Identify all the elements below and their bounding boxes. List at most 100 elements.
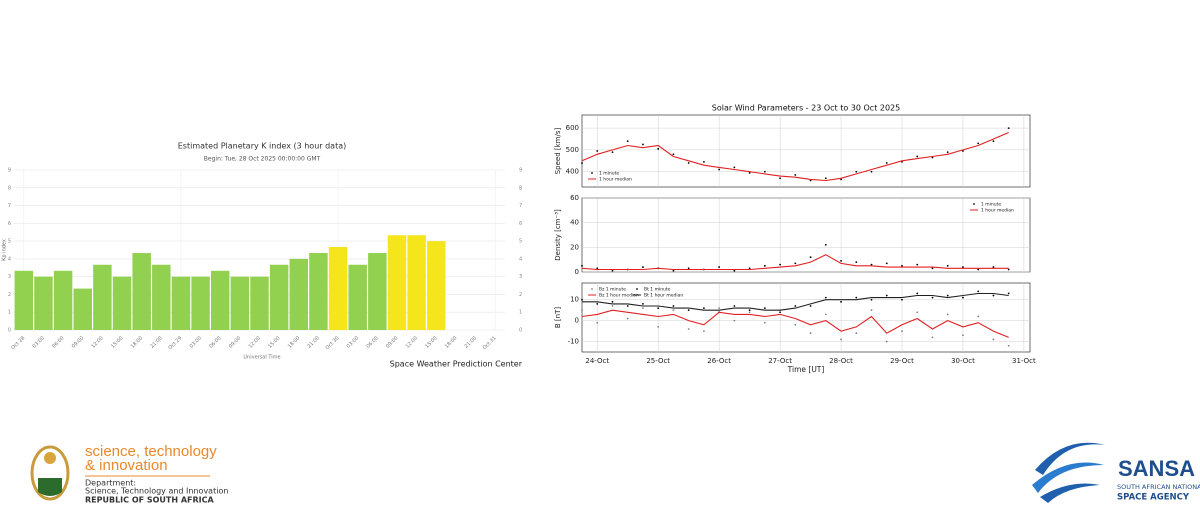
bar — [250, 276, 269, 330]
data-point — [992, 266, 995, 268]
bar — [93, 264, 112, 330]
bar — [328, 246, 348, 330]
series-line — [581, 254, 1009, 271]
data-point — [779, 177, 781, 180]
data-point — [977, 315, 980, 318]
data-point — [901, 330, 903, 332]
data-point — [748, 267, 751, 270]
y-tick-label: 2 — [519, 292, 522, 298]
series-line — [581, 131, 1009, 182]
data-point — [870, 170, 873, 173]
data-point — [733, 319, 736, 322]
data-point — [718, 266, 721, 268]
x-tick-label: 30-Oct — [951, 357, 975, 365]
bar — [112, 276, 132, 330]
data-point — [657, 307, 660, 309]
x-axis-label: Time [UT] — [787, 365, 825, 374]
data-point — [581, 309, 583, 312]
x-tick-label: 21:00 — [464, 335, 478, 349]
bar — [387, 235, 407, 330]
data-point — [855, 296, 858, 299]
y-tick-label: 0 — [575, 268, 579, 276]
sansa-logo: SANSA SOUTH AFRICAN NATIONAL SPACE AGENC… — [1032, 442, 1200, 503]
data-point — [992, 338, 995, 341]
data-point — [977, 268, 980, 271]
data-point — [916, 292, 919, 295]
x-tick-label: 15:00 — [267, 335, 281, 349]
bar — [73, 288, 92, 330]
data-point — [718, 307, 721, 309]
legend-label: Bt 1 minute — [644, 287, 671, 293]
x-tick-label: 27-Oct — [768, 357, 792, 365]
x-tick-label: 18:00 — [444, 335, 458, 349]
x-tick-label: 06:00 — [51, 335, 65, 349]
data-point — [703, 161, 705, 163]
data-point — [824, 177, 827, 180]
data-point — [992, 294, 995, 297]
data-point — [733, 305, 736, 307]
data-point — [1007, 268, 1010, 271]
x-tick-label: 21:00 — [149, 335, 163, 349]
x-tick-label: 12:00 — [248, 335, 262, 349]
data-point — [1007, 292, 1010, 295]
data-point — [581, 264, 583, 267]
x-tick-label: Oct 31 — [482, 335, 498, 351]
data-point — [870, 309, 873, 312]
data-point — [748, 311, 751, 314]
legend-label: 1 hour median — [981, 208, 1014, 214]
panel-frame — [581, 282, 1031, 353]
data-point — [977, 290, 980, 293]
data-point — [840, 300, 842, 303]
data-point — [855, 261, 858, 264]
logo-text: SOUTH AFRICAN NATIONAL — [1117, 483, 1200, 491]
x-tick-label: 21:00 — [306, 335, 320, 349]
bar — [407, 235, 426, 330]
legend-swatch — [636, 288, 638, 290]
data-point — [642, 266, 644, 268]
data-point — [809, 332, 812, 335]
chart-subtitle: Begin: Tue, 28 Oct 2025 00:00:00 GMT — [204, 156, 321, 163]
credit: Space Weather Prediction Center — [390, 360, 523, 369]
data-point — [657, 147, 660, 150]
swoosh — [1040, 483, 1100, 503]
data-point — [687, 328, 690, 330]
legend-swatch — [591, 172, 593, 174]
data-point — [687, 162, 690, 164]
data-point — [642, 303, 644, 305]
y-tick-label: -10 — [568, 338, 579, 346]
data-point — [946, 264, 949, 267]
x-tick-label: 29-Oct — [890, 357, 914, 365]
bar — [348, 264, 367, 330]
y-tick-label: 6 — [519, 221, 522, 227]
legend-swatch — [591, 288, 593, 290]
data-point — [748, 309, 751, 312]
y-tick-label: 20 — [570, 243, 579, 251]
data-point — [611, 300, 614, 303]
legend-label: 1 hour median — [599, 177, 632, 183]
y-tick-label: 4 — [519, 256, 522, 262]
data-point — [840, 260, 842, 262]
data-point — [687, 309, 690, 312]
data-point — [596, 267, 599, 270]
data-point — [824, 296, 827, 299]
y-tick-label: 3 — [519, 274, 522, 280]
data-point — [885, 262, 888, 265]
chart-title: Estimated Planetary K index (3 hour data… — [178, 142, 346, 151]
data-point — [672, 153, 675, 156]
data-point — [794, 174, 797, 176]
data-point — [885, 162, 888, 164]
legend-label: 1 minute — [981, 202, 1001, 208]
legend-swatch — [973, 203, 975, 205]
y-tick-label: 4 — [8, 256, 11, 262]
logo-text: science, technology — [85, 443, 217, 460]
data-point — [870, 263, 873, 266]
data-point — [962, 334, 964, 337]
data-point — [809, 179, 812, 182]
shield — [38, 478, 62, 496]
x-tick-label: 03:00 — [189, 335, 203, 349]
bar — [230, 276, 250, 330]
x-tick-label: 31-Oct — [1012, 357, 1036, 365]
data-point — [733, 166, 736, 169]
x-tick-label: 06:00 — [208, 335, 222, 349]
y-tick-label: 40 — [570, 219, 579, 227]
